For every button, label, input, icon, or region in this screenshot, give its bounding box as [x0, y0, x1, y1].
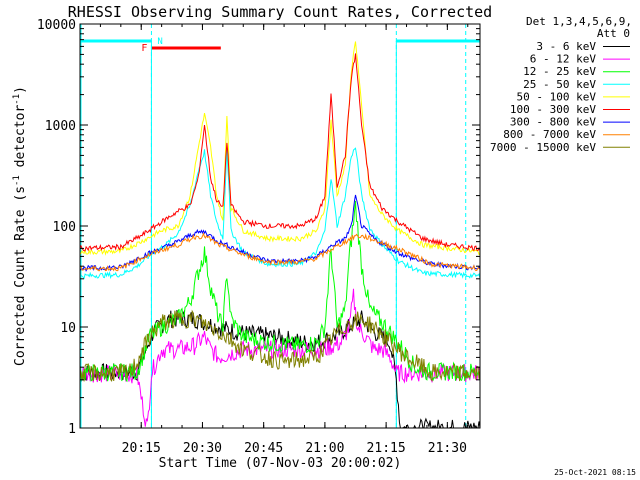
y-axis-ticks: 1 10 100 1000 10000 [37, 18, 480, 437]
chart-title: RHESSI Observing Summary Count Rates, Co… [68, 3, 492, 21]
x-tick-label: 20:15 [122, 441, 161, 456]
y-axis-label-main: Corrected Count Rate (s [13, 186, 28, 366]
legend-label: 7000 - 15000 keV [490, 141, 596, 154]
y-tick-label: 1 [68, 422, 76, 437]
y-tick-label: 10000 [37, 18, 76, 33]
y-tick-label: 100 [53, 220, 76, 235]
legend-header-line-1: Det 1,3,4,5,6,9, [526, 15, 632, 28]
y-axis-label-sup-1: -1 [12, 175, 22, 186]
series-line-7 [80, 231, 480, 272]
legend-label: 800 - 7000 keV [503, 128, 596, 141]
series-line-5 [80, 53, 480, 252]
legend-label: 25 - 50 keV [523, 78, 596, 91]
legend-label: 12 - 25 keV [523, 65, 596, 78]
night-label: N [157, 37, 162, 47]
legend-label: 3 - 6 keV [536, 40, 596, 53]
legend-label: 300 - 800 keV [510, 116, 596, 129]
series-line-4 [80, 41, 480, 256]
series-lines [80, 41, 480, 428]
y-axis-label-mid: detector [13, 105, 28, 176]
y-axis-label-end: ) [13, 86, 28, 94]
y-tick-label: 1000 [45, 119, 76, 134]
series-line-8 [80, 309, 480, 382]
series-line-1 [80, 288, 480, 427]
x-axis-ticks: 20:15 20:30 20:45 21:00 21:15 21:30 [99, 24, 469, 456]
y-axis-label: Corrected Count Rate (s-1 detector-1) [12, 86, 28, 366]
legend-label: 100 - 300 keV [510, 103, 596, 116]
x-tick-label: 21:15 [367, 441, 406, 456]
y-tick-label: 10 [60, 321, 76, 336]
legend-label: 50 - 100 keV [517, 90, 597, 103]
flare-label: F [141, 43, 147, 54]
series-line-6 [80, 194, 480, 272]
legend-header-line-2: Att 0 [597, 27, 630, 40]
x-tick-label: 20:45 [244, 441, 283, 456]
y-axis-label-sup-2: -1 [12, 94, 22, 105]
legend-label: 6 - 12 keV [530, 53, 597, 66]
x-tick-label: 20:30 [183, 441, 222, 456]
timestamp: 25-Oct-2021 08:15 [554, 468, 636, 477]
time-markers: NF [80, 24, 480, 428]
x-tick-label: 21:30 [428, 441, 467, 456]
x-axis-label: Start Time (07-Nov-03 20:00:02) [159, 456, 402, 471]
x-tick-label: 21:00 [305, 441, 344, 456]
